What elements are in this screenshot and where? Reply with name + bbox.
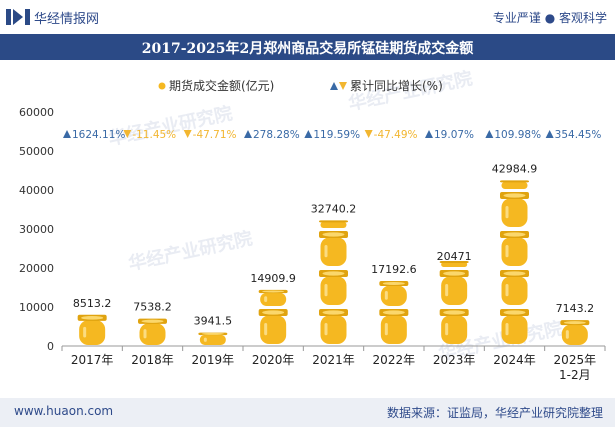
bar-value-labels: 8513.2 7538.2 3941.5 14909.9 32740.2 17192.6 2…: [73, 162, 594, 327]
growth-value-label: 1624.11%: [72, 129, 125, 141]
legend-growth-icon-up: [330, 82, 338, 90]
bar: [319, 220, 348, 344]
growth-up-marker: [485, 130, 494, 138]
x-tick-label: 2023年: [433, 353, 476, 367]
growth-value-label: -47.71%: [193, 129, 237, 141]
footer-url: www.huaon.com: [14, 404, 114, 418]
bar-series: [77, 180, 590, 345]
growth-up-marker: [425, 130, 433, 138]
bar-value-label: 3941.5: [194, 315, 233, 328]
growth-down-marker: [364, 130, 373, 138]
bar: [439, 261, 469, 344]
growth-value-label: 278.28%: [253, 129, 300, 141]
growth-up-marker: [244, 130, 252, 138]
y-tick-label: 40000: [19, 184, 54, 197]
growth-value-label: -47.49%: [374, 129, 418, 141]
bar-value-label: 17192.6: [371, 263, 417, 276]
bar-value-label: 7143.2: [556, 302, 595, 315]
bar-value-label: 42984.9: [492, 162, 538, 175]
footer-bar: www.huaon.com 数据来源：证监局，华经产业研究院整理: [0, 398, 615, 427]
bar-value-label: 20471: [437, 250, 472, 263]
y-tick-label: 60000: [19, 106, 54, 119]
huajing-logo-icon: [6, 9, 30, 25]
x-axis: 2017年 2018年 2019年 2020年 2021年 2022年 2023年 2024年…: [61, 346, 606, 382]
growth-value-label: 119.59%: [313, 129, 360, 141]
x-tick-label: 2024年: [493, 353, 536, 367]
y-tick-label: 50000: [19, 145, 54, 158]
x-tick-label: 2022年: [373, 353, 416, 367]
y-tick-label: 10000: [19, 301, 54, 314]
growth-up-marker: [63, 130, 71, 138]
growth-up-marker: [545, 130, 554, 138]
chart-legend: 期货成交金额(亿元) 累计同比增长(%): [158, 78, 443, 93]
bar-value-label: 7538.2: [133, 301, 172, 314]
chart-title-bar: 2017-2025年2月郑州商品交易所锰硅期货成交金额: [0, 34, 615, 60]
bar-value-label: 14909.9: [250, 272, 296, 285]
footer-source: 数据来源：证监局，华经产业研究院整理: [386, 406, 603, 420]
growth-down-marker: [183, 130, 192, 138]
growth-up-marker: [304, 130, 313, 138]
growth-value-label: 109.98%: [494, 129, 541, 141]
legend-bar-icon: [158, 82, 166, 90]
y-tick-label: 0: [47, 340, 54, 353]
y-tick-label: 30000: [19, 223, 54, 236]
growth-down-marker: [123, 130, 132, 138]
bar: [138, 318, 167, 345]
bar-value-label: 8513.2: [73, 297, 112, 310]
bar: [198, 332, 228, 345]
watermark-text: 华经产业研究院: [106, 102, 234, 150]
watermark-text: 华经产业研究院: [126, 227, 254, 275]
x-tick-label: 2017年: [71, 353, 114, 367]
tagline: 专业严谨 ● 客观科学: [492, 11, 607, 25]
legend-growth-icon-down: [339, 82, 347, 90]
x-tick-label: 2025年 1-2月: [554, 353, 597, 382]
bar-value-label: 32740.2: [311, 202, 357, 215]
bar: [258, 289, 288, 344]
legend-bar-label: 期货成交金额(亿元): [169, 78, 274, 93]
brand-name: 华经情报网: [34, 12, 100, 27]
growth-value-label: -11.45%: [132, 129, 176, 141]
bar: [500, 180, 529, 344]
x-tick-label: 2020年: [252, 353, 295, 367]
bar: [77, 314, 107, 345]
x-tick-label: 2018年: [131, 353, 174, 367]
x-tick-label: 2019年: [192, 353, 235, 367]
y-axis: 0 10000 20000 30000 40000 50000 60000: [19, 106, 54, 353]
x-tick-label: 2021年: [312, 353, 355, 367]
bar: [379, 280, 409, 344]
growth-value-label: 354.45%: [555, 129, 602, 141]
bar: [560, 320, 590, 345]
chart-title: 2017-2025年2月郑州商品交易所锰硅期货成交金额: [141, 41, 474, 57]
y-tick-label: 20000: [19, 262, 54, 275]
growth-row: 1624.11% -11.45% -47.71% 278.28% 119.59% -47.…: [63, 129, 601, 141]
legend-growth-label: 累计同比增长(%): [350, 79, 443, 93]
top-header-bar: 华经情报网 专业严谨 ● 客观科学: [0, 0, 615, 34]
growth-value-label: 19.07%: [434, 129, 474, 141]
